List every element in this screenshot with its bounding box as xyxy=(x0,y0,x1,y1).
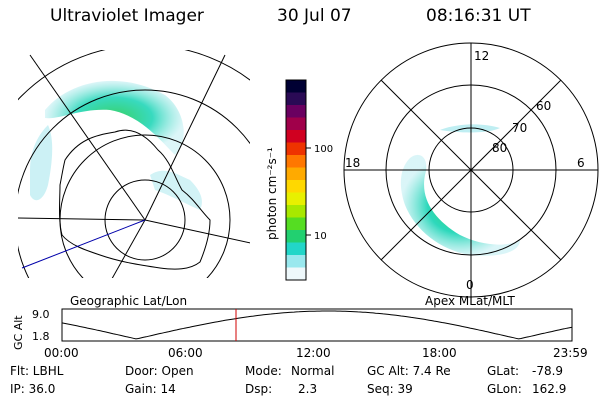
gain-info: Gain: 14 xyxy=(125,382,176,396)
colorbar-band xyxy=(286,80,306,93)
alt-ytick-1-8: 1.8 xyxy=(32,330,50,343)
colorbar-band xyxy=(286,142,306,156)
mlt-label-18: 18 xyxy=(345,156,360,170)
glon-label: GLon: xyxy=(487,382,522,396)
instrument-title: Ultraviolet Imager xyxy=(50,6,204,26)
mlt-label-0: 0 xyxy=(466,278,474,292)
colorbar-band xyxy=(286,155,306,168)
alt-ytick-9: 9.0 xyxy=(32,308,50,321)
colorbar-band xyxy=(286,267,306,281)
gc-alt-info: GC Alt: 7.4 Re xyxy=(367,364,451,378)
colorbar-band xyxy=(286,180,306,193)
colorbar-band xyxy=(286,130,306,143)
alt-xtick-0: 00:00 xyxy=(44,346,79,360)
lat-label-80: 80 xyxy=(492,141,507,155)
colorbar-band xyxy=(286,167,306,181)
glat-label: GLat: xyxy=(487,364,520,378)
alt-xtick-2: 12:00 xyxy=(296,346,331,360)
colorbar-band xyxy=(286,205,306,218)
altitude-plot: 9.0 1.8 GC Alt 00:00 06:00 12:00 18:00 2… xyxy=(12,308,588,360)
mode-label: Mode: xyxy=(245,364,282,378)
ip-info: IP: 36.0 xyxy=(10,382,56,396)
glat-value: -78.9 xyxy=(532,364,564,378)
altitude-curve xyxy=(61,310,573,340)
door-info: Door: Open xyxy=(125,364,194,378)
alt-xtick-1: 06:00 xyxy=(168,346,203,360)
mlt-label-12: 12 xyxy=(474,49,489,63)
alt-ylabel: GC Alt xyxy=(12,315,25,350)
apex-panel-label: Apex MLat/MLT xyxy=(425,294,515,308)
mode-value: Normal xyxy=(291,364,335,378)
geo-panel-label: Geographic Lat/Lon xyxy=(70,294,187,308)
aurora-patch-geo xyxy=(150,170,202,210)
colorbar-band xyxy=(286,255,306,268)
aurora-oval-apex xyxy=(400,154,520,256)
apex-map xyxy=(343,42,599,298)
colorbar-band xyxy=(286,217,306,231)
alt-xtick-3: 18:00 xyxy=(422,346,457,360)
mlt-label-6: 6 xyxy=(577,156,585,170)
colorbar-unit-label: photon cm⁻²s⁻¹ xyxy=(265,147,279,240)
filter-info: Flt: LBHL xyxy=(10,364,64,378)
colorbar xyxy=(286,80,306,281)
colorbar-band xyxy=(286,92,306,106)
dsp-label: Dsp: xyxy=(245,382,273,396)
colorbar-band xyxy=(286,105,306,118)
coastline xyxy=(59,129,211,270)
seq-info: Seq: 39 xyxy=(367,382,413,396)
dsp-value: 2.3 xyxy=(298,382,318,396)
colorbar-band xyxy=(286,230,306,243)
lat-label-70: 70 xyxy=(512,121,527,135)
colorbar-band xyxy=(286,192,306,206)
colorbar-band xyxy=(286,242,306,256)
alt-xtick-4: 23:59 xyxy=(553,346,588,360)
aurora-oval-geo xyxy=(45,80,184,155)
date-label: 30 Jul 07 xyxy=(277,6,352,26)
geographic-map xyxy=(18,50,250,278)
lat-label-60: 60 xyxy=(536,99,551,113)
time-label: 08:16:31 UT xyxy=(426,6,531,26)
colorbar-tick-10: 10 xyxy=(314,231,327,242)
glon-value: 162.9 xyxy=(532,382,567,396)
colorbar-tick-100: 100 xyxy=(314,144,333,155)
aurora-edge-geo xyxy=(30,125,53,201)
satellite-track xyxy=(21,219,146,269)
colorbar-band xyxy=(286,117,306,131)
